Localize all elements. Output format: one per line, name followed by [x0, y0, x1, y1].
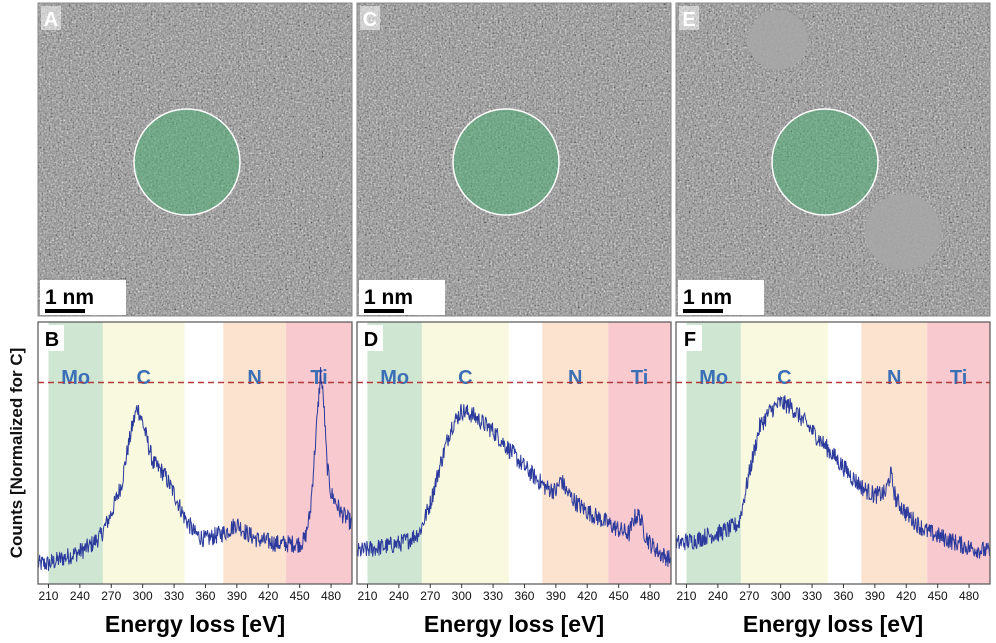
spectra-plots: Mo C N Ti B 210 240 270 300 330 360 390 420 450 480 Ene… [37, 321, 991, 637]
panel-letter: E [682, 9, 695, 31]
panel-letter-bg [679, 6, 699, 30]
image-border [37, 2, 353, 317]
x-tick-label: 240 [70, 589, 90, 603]
highlight-circle [771, 108, 879, 216]
x-tick-label: 270 [101, 589, 121, 603]
scale-bar-label: 1 nm [45, 286, 94, 309]
image-panel-a: A 1 nm [38, 3, 352, 316]
x-tick-label: 210 [38, 589, 58, 603]
panel-letter-bg [678, 325, 702, 351]
band-label-mo: Mo [380, 367, 409, 389]
image-panel-e: E 1 nm [676, 3, 990, 316]
scale-bar-line [364, 309, 404, 313]
x-tick-label: 330 [802, 589, 822, 603]
x-tick-label: 390 [227, 589, 247, 603]
highlight-circle [133, 108, 241, 216]
scale-bar-label: 1 nm [683, 286, 732, 309]
band-label-mo: Mo [699, 367, 728, 389]
band-c [102, 322, 185, 584]
plot-frame [37, 321, 353, 585]
panel-letter-bg [40, 325, 64, 351]
x-tick-label: 240 [389, 589, 409, 603]
x-tick-label: 480 [321, 589, 341, 603]
spectrum-panel-b: Mo C N Ti B 210 240 270 300 330 360 390 420 450 480 Ene… [37, 321, 353, 637]
x-tick-label: 480 [959, 589, 979, 603]
spectrum-trace [38, 367, 352, 571]
panel-letter-bg [359, 325, 383, 351]
panel-letter: F [684, 329, 696, 351]
band-ti [927, 322, 990, 584]
plot-area: Mo C N Ti [38, 322, 352, 584]
spectrum-trace [676, 395, 990, 559]
x-tick-label: 270 [739, 589, 759, 603]
band-label-c: C [136, 367, 150, 389]
x-tick-label: 450 [609, 589, 629, 603]
band-n [861, 322, 928, 584]
x-tick-label: 300 [771, 589, 791, 603]
x-axis-label: Energy loss [eV] [743, 611, 923, 637]
x-tick-label: 480 [640, 589, 660, 603]
x-tick-label: 360 [514, 589, 534, 603]
plot-frame [675, 321, 991, 585]
band-label-n: N [887, 367, 901, 389]
scale-bar-label: 1 nm [364, 286, 413, 309]
band-c [421, 322, 509, 584]
panel-letter-bg [41, 6, 61, 30]
image-border [675, 2, 991, 317]
x-tick-label: 450 [290, 589, 310, 603]
x-tick-label: 450 [928, 589, 948, 603]
x-tick-label: 420 [896, 589, 916, 603]
x-tick-label: 300 [452, 589, 472, 603]
x-tick-label: 300 [133, 589, 153, 603]
plot-area: Mo C N Ti [676, 322, 990, 584]
x-axis-label: Energy loss [eV] [424, 611, 604, 637]
x-tick-label: 330 [164, 589, 184, 603]
x-tick-label: 360 [195, 589, 215, 603]
microscopy-images: A 1 nm C 1 nm E 1 nm [37, 2, 991, 317]
band-n [542, 322, 609, 584]
x-tick-label: 240 [708, 589, 728, 603]
x-tick-label: 210 [676, 589, 696, 603]
x-axis-label: Energy loss [eV] [105, 611, 285, 637]
hole-region [748, 10, 808, 70]
panel-letter-bg [360, 6, 380, 30]
plot-frame [356, 321, 672, 585]
band-label-mo: Mo [61, 367, 90, 389]
x-tick-label: 390 [865, 589, 885, 603]
image-panel-c: C 1 nm [357, 3, 671, 316]
spectrum-panel-f: Mo C N Ti F 210 240 270 300 330 360 390 420 450 480 Ene… [675, 321, 991, 637]
x-tick-label: 420 [577, 589, 597, 603]
band-label-n: N [247, 367, 261, 389]
panel-letter: C [363, 9, 377, 31]
band-ti [608, 322, 671, 584]
spectrum-trace [357, 403, 671, 568]
hole-region [865, 194, 941, 270]
band-label-c: C [777, 367, 791, 389]
x-tick-label: 390 [546, 589, 566, 603]
panel-letter: A [44, 9, 58, 31]
x-tick-label: 210 [357, 589, 377, 603]
scale-bar-line [683, 309, 723, 313]
x-tick-label: 270 [420, 589, 440, 603]
x-tick-label: 330 [483, 589, 503, 603]
panel-letter: D [364, 329, 378, 351]
x-tick-label: 360 [833, 589, 853, 603]
spectrum-panel-d: Mo C N Ti D 210 240 270 300 330 360 390 420 450 480 Ene… [356, 321, 672, 637]
band-label-ti: Ti [310, 367, 327, 389]
scale-bar-line [45, 309, 85, 313]
plot-area: Mo C N Ti [357, 322, 671, 584]
panel-letter: B [45, 329, 59, 351]
x-tick-label: 420 [258, 589, 278, 603]
image-border [356, 2, 672, 317]
band-label-n: N [568, 367, 582, 389]
highlight-circle [452, 108, 560, 216]
band-label-c: C [458, 367, 472, 389]
band-label-ti: Ti [631, 367, 648, 389]
band-label-ti: Ti [950, 367, 967, 389]
